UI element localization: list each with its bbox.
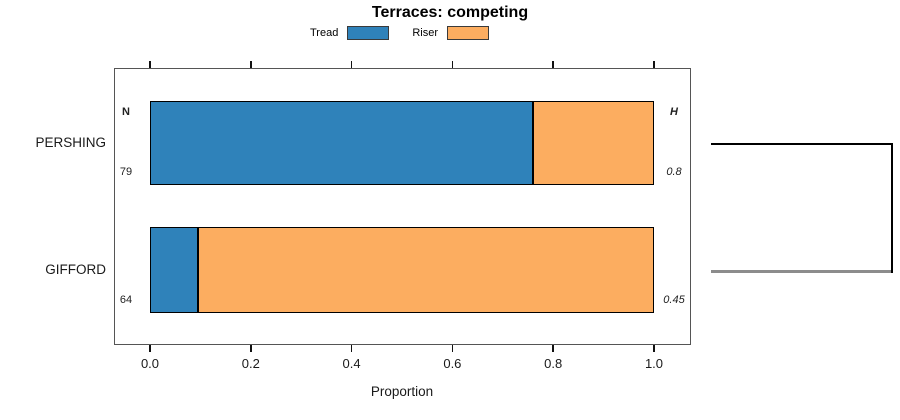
x-axis-tick-label: 0.0 [140,356,160,371]
x-axis-tick [350,61,353,68]
grouping-bracket-vertical-line [891,143,893,273]
chart-title: Terraces: competing [371,4,529,21]
annotation-header-n: N [122,106,130,118]
x-axis-tick [451,61,454,68]
bar-segment-tread [150,227,198,313]
legend-label-tread: Tread [310,27,339,39]
bar-segment-riser [533,101,654,185]
x-axis-label: Proportion [370,384,434,399]
legend-swatch-tread [347,26,390,40]
x-axis-tick [552,345,554,352]
x-axis-tick [250,345,252,352]
x-axis-tick [149,345,151,352]
x-axis-tick-label: 0.4 [342,356,361,371]
x-axis-tick [149,61,151,68]
legend-swatch-riser [447,26,489,40]
legend-label-riser: Riser [412,27,438,39]
bar-segment-riser [197,227,654,313]
x-axis-tick-label: 0.2 [241,356,260,371]
category-label-gifford: GIFFORD [45,262,106,277]
annotation-header-h: H [670,106,678,118]
grouping-bracket-bottom-line [711,270,891,273]
annotation-h-pershing: 0.8 [666,166,682,178]
annotation-h-gifford: 0.45 [663,294,685,306]
x-axis-tick [451,345,454,352]
annotation-n-pershing: 79 [119,166,133,178]
x-axis-tick-label: 0.6 [443,356,462,371]
bar-row-pershing [150,101,654,185]
x-axis-tick-label: 0.8 [544,356,563,371]
bar-segment-tread [150,101,534,185]
x-axis-tick [653,345,655,352]
grouping-bracket-top-line [711,143,893,145]
legend: Tread Riser [310,25,489,41]
category-label-pershing: PERSHING [35,135,106,150]
x-axis-tick [552,61,554,68]
x-axis-tick [350,345,353,352]
bar-row-gifford [150,227,654,313]
x-axis-tick [653,61,655,68]
x-axis-tick-label: 1.0 [644,356,664,371]
annotation-n-gifford: 64 [119,294,133,306]
x-axis-tick [250,61,252,68]
